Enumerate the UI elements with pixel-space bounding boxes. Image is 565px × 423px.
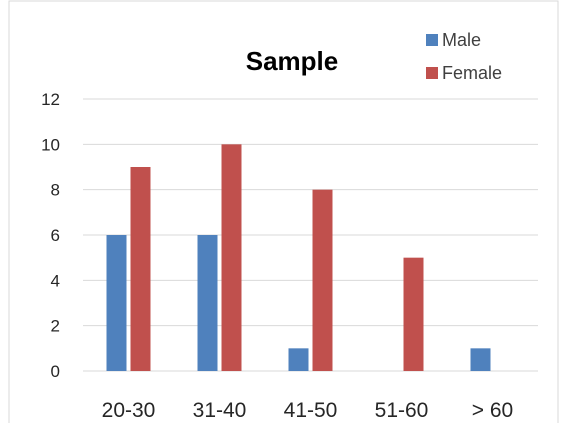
chart-border — [8, 0, 559, 423]
y-tick-label: 8 — [51, 181, 60, 200]
bar-male-2 — [288, 348, 309, 371]
x-tick-label: > 60 — [472, 399, 513, 422]
y-tick-label: 10 — [41, 135, 60, 154]
bar-female-1 — [221, 144, 242, 371]
legend-swatch-female — [426, 67, 438, 79]
y-tick-label: 12 — [41, 90, 60, 109]
bar-male-1 — [197, 235, 218, 371]
legend: Male Female — [426, 30, 502, 83]
x-tick-label: 51-60 — [375, 399, 429, 422]
chart-title: Sample — [246, 46, 339, 76]
y-tick-label: 4 — [51, 271, 60, 290]
bar-female-3 — [403, 257, 424, 371]
bar-female-0 — [130, 167, 151, 371]
y-tick-label: 6 — [51, 226, 60, 245]
x-tick-label: 41-50 — [284, 399, 338, 422]
bar-female-2 — [312, 189, 333, 371]
bar-male-4 — [470, 348, 491, 371]
legend-label-female: Female — [442, 63, 502, 83]
legend-swatch-male — [426, 34, 438, 46]
x-tick-label: 31-40 — [193, 399, 247, 422]
y-tick-label: 2 — [51, 317, 60, 336]
bars — [106, 144, 491, 371]
x-axis-ticks: 20-30 31-40 41-50 51-60 > 60 — [102, 399, 514, 422]
gridlines — [83, 98, 538, 372]
bar-male-0 — [106, 235, 127, 371]
legend-label-male: Male — [442, 30, 481, 50]
y-tick-label: 0 — [51, 362, 60, 381]
x-tick-label: 20-30 — [102, 399, 156, 422]
y-axis-ticks: 0 2 4 6 8 10 12 — [41, 90, 60, 381]
